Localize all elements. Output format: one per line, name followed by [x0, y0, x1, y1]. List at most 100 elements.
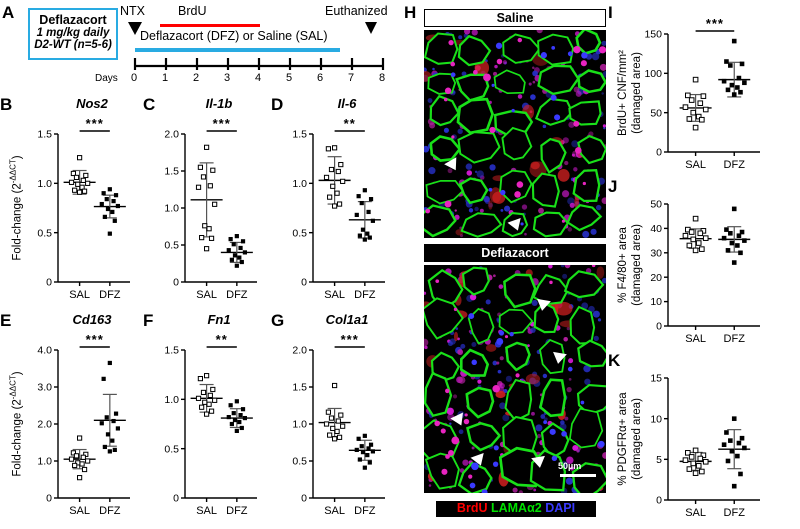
muscle-fiber — [424, 371, 453, 418]
data-point — [323, 174, 330, 181]
data-point — [212, 397, 218, 403]
data-point — [354, 212, 359, 218]
data-point — [724, 227, 729, 232]
data-point — [75, 181, 81, 187]
y-axis-title-line1: % F4/80+ area — [617, 227, 629, 303]
data-point — [692, 247, 699, 254]
data-point — [359, 200, 364, 206]
data-point — [686, 116, 693, 122]
micrograph-title-deflazacort: Deflazacort — [424, 244, 606, 262]
data-point — [692, 447, 699, 454]
data-point — [360, 450, 366, 455]
data-point — [736, 75, 742, 81]
data-point — [208, 235, 215, 241]
info-box-line3: D2-WT (n=5-6) — [34, 39, 112, 51]
ytick-label: 1.5 — [292, 129, 307, 141]
data-point — [229, 421, 234, 427]
group-label-dfz: DFZ — [724, 159, 746, 171]
ytick-label: 0 — [46, 277, 52, 289]
ytick-label: 1.5 — [37, 129, 52, 141]
muscle-fiber — [534, 97, 574, 126]
data-point — [338, 161, 344, 168]
data-point — [204, 246, 210, 252]
data-point — [334, 190, 340, 196]
data-point — [328, 415, 335, 421]
data-point — [323, 421, 330, 427]
muscle-fiber — [493, 69, 526, 95]
data-point — [336, 434, 343, 440]
euthanized-label: Euthanized — [325, 4, 388, 18]
ytick-label: 50 — [650, 199, 662, 211]
group-label-sal: SAL — [196, 289, 217, 301]
data-point — [226, 414, 231, 420]
data-point — [729, 448, 735, 454]
data-point — [690, 109, 697, 116]
muscle-fiber — [429, 94, 460, 127]
data-point — [101, 376, 106, 381]
data-point — [335, 418, 341, 424]
data-point — [731, 260, 737, 265]
data-point — [68, 456, 75, 462]
panel-d-letter: D — [271, 95, 284, 114]
data-point — [359, 444, 364, 449]
data-point — [77, 475, 83, 481]
timeline-axis — [133, 58, 385, 70]
ytick-label: 0.5 — [37, 227, 52, 239]
data-point — [739, 61, 745, 67]
panel-c: C Il-1b 0 0.5 1.0 1.5 2.0 SAL DFZ *** — [143, 96, 271, 309]
data-point — [328, 166, 335, 173]
ytick-label: 5 — [656, 454, 662, 466]
data-point — [107, 231, 112, 236]
data-point — [229, 257, 234, 262]
muscle-fiber — [532, 211, 570, 238]
scale-bar-group: 50µm — [558, 461, 596, 477]
ytick-label: 1.5 — [164, 345, 179, 357]
panel-f-plot: 0 0.5 1.0 1.5 SAL DFZ ** — [164, 332, 257, 517]
legend-brdu: BrdU — [456, 501, 488, 515]
data-point — [728, 63, 733, 68]
muscle-fiber — [529, 449, 567, 492]
data-point — [356, 436, 361, 441]
y-axis-title-line2: (damaged area) — [631, 52, 643, 134]
data-point — [200, 174, 207, 180]
muscle-fiber — [424, 204, 457, 238]
significance-stars: *** — [341, 332, 359, 347]
data-point — [200, 389, 207, 396]
panel-b-letter: B — [0, 95, 13, 114]
data-point — [238, 413, 243, 418]
data-point — [340, 178, 346, 184]
muscle-fiber — [566, 204, 603, 232]
significance-stars: *** — [706, 16, 724, 31]
panel-i: I 0 50 100 150 SAL DFZ *** BrdU+ CNF/mm² (damaged… — [608, 4, 800, 178]
ytick-label: 40 — [650, 223, 662, 235]
muscle-fiber — [465, 386, 495, 419]
data-point — [731, 483, 737, 489]
muscle-fiber — [563, 270, 605, 299]
data-point — [85, 458, 91, 464]
treatment-duration-bar — [135, 48, 340, 52]
data-point — [327, 194, 333, 200]
data-point — [208, 408, 215, 414]
ytick-label: 0.5 — [164, 240, 179, 252]
muscle-fiber — [458, 177, 489, 205]
data-point — [83, 172, 89, 179]
data-point — [690, 460, 697, 467]
data-point — [725, 87, 731, 93]
muscle-fiber — [429, 135, 462, 162]
muscle-fiber — [575, 30, 602, 55]
micrograph-canvas — [424, 30, 606, 238]
error-bar — [727, 429, 742, 470]
data-point — [70, 450, 77, 456]
data-point — [725, 248, 731, 253]
data-point — [72, 462, 78, 469]
data-point — [234, 263, 239, 268]
ytick-label: 15 — [650, 373, 662, 385]
arrowhead-marker-2 — [551, 351, 567, 366]
data-point — [99, 421, 104, 426]
data-point — [731, 416, 737, 421]
muscle-fiber — [505, 341, 531, 372]
data-point — [77, 435, 83, 441]
data-point — [370, 218, 375, 223]
data-point — [356, 194, 361, 199]
data-point — [206, 401, 212, 407]
